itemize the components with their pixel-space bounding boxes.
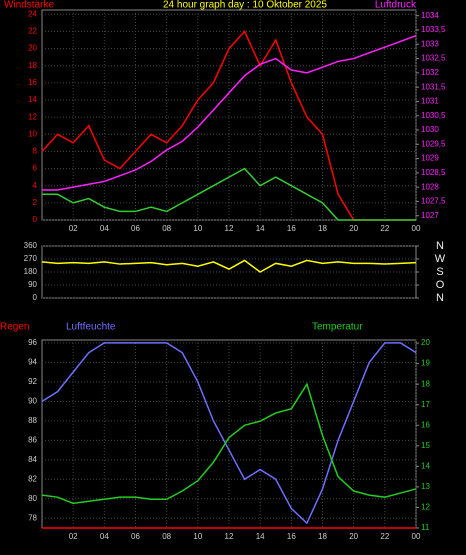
y2-tick-label: 14 xyxy=(421,461,430,470)
y-tick-label: 2 xyxy=(33,198,38,207)
y-tick-label: 270 xyxy=(24,254,38,263)
x-tick-label: 00 xyxy=(412,532,421,541)
y2-tick-label: 1028 xyxy=(421,182,439,191)
x-tick-label: 12 xyxy=(225,532,234,541)
y2-tick-label: 1031 xyxy=(421,97,439,106)
y-tick-label: 360 xyxy=(24,241,38,250)
y2-tick-label: 1030 xyxy=(421,125,439,134)
y-tick-label: 84 xyxy=(28,455,37,464)
x-tick-label: 06 xyxy=(131,224,140,233)
x-tick-label: 16 xyxy=(287,224,296,233)
x-tick-label: 02 xyxy=(69,224,78,233)
y3-label: Regen xyxy=(0,322,29,333)
y-tick-label: 18 xyxy=(28,61,37,70)
y-tick-label: 78 xyxy=(28,513,37,522)
y2-tick-label: 1029 xyxy=(421,154,439,163)
y2-tick-label: 11 xyxy=(421,523,430,532)
y2-tick-label: 1030,5 xyxy=(421,111,446,120)
y-tick-label: 94 xyxy=(28,358,37,367)
y-tick-label: 86 xyxy=(28,435,37,444)
y2-tick-label: 1027,5 xyxy=(421,197,446,206)
y-tick-label: 180 xyxy=(24,267,38,276)
y2-tick-label: 13 xyxy=(421,482,430,491)
y-tick-label: 16 xyxy=(28,78,37,87)
y2-tick-label: 16 xyxy=(421,420,430,429)
x-tick-label: 18 xyxy=(318,532,327,541)
y-tick-label: 22 xyxy=(28,27,37,36)
x-tick-label: 22 xyxy=(380,532,389,541)
y-tick-label: 20 xyxy=(28,44,37,53)
series-line xyxy=(41,382,417,505)
x-tick-label: 22 xyxy=(380,224,389,233)
y2-tick-label: 1033 xyxy=(421,39,439,48)
y-tick-label: 96 xyxy=(28,338,37,347)
x-tick-label: 20 xyxy=(349,224,358,233)
y-label: Windstärke xyxy=(4,0,54,11)
y2-tick-label: 1034 xyxy=(421,11,439,20)
y-tick-label: 0 xyxy=(33,293,38,302)
y2-tick-label: 12 xyxy=(421,503,430,512)
x-tick-label: 20 xyxy=(349,532,358,541)
y-tick-label: 10 xyxy=(28,129,37,138)
y2-tick-label: 1031,5 xyxy=(421,82,446,91)
y2-tick-label: W xyxy=(435,253,446,265)
y-tick-label: 92 xyxy=(28,377,37,386)
y2-tick-label: N xyxy=(436,292,444,304)
y2-tick-label: 1029,5 xyxy=(421,139,446,148)
y-tick-label: 80 xyxy=(28,494,37,503)
x-tick-label: 08 xyxy=(162,224,171,233)
series-line xyxy=(41,342,417,525)
y2-tick-label: O xyxy=(436,279,445,291)
series-line xyxy=(41,30,416,221)
x-tick-label: 12 xyxy=(225,224,234,233)
x-tick-label: 08 xyxy=(162,532,171,541)
y2-label: Temperatur xyxy=(312,322,363,333)
series-line xyxy=(41,259,417,273)
y-tick-label: 6 xyxy=(33,164,38,173)
y-tick-label: 4 xyxy=(33,181,38,190)
y-tick-label: 90 xyxy=(28,280,37,289)
y-tick-label: 14 xyxy=(28,95,37,104)
y2-tick-label: 1032 xyxy=(421,68,439,77)
y-tick-label: 12 xyxy=(28,112,37,121)
x-tick-label: 14 xyxy=(256,224,265,233)
y-label: Luftfeuchte xyxy=(66,322,116,333)
y-tick-label: 24 xyxy=(28,9,37,18)
y2-tick-label: S xyxy=(436,266,443,278)
y2-tick-label: 18 xyxy=(421,379,430,388)
x-tick-label: 00 xyxy=(412,224,421,233)
x-tick-label: 18 xyxy=(318,224,327,233)
chart-title: 24 hour graph day : 10 Oktober 2025 xyxy=(163,0,327,11)
y2-tick-label: 15 xyxy=(421,441,430,450)
x-tick-label: 02 xyxy=(69,532,78,541)
x-tick-label: 10 xyxy=(193,532,202,541)
y2-tick-label: 20 xyxy=(421,338,430,347)
x-tick-label: 16 xyxy=(287,532,296,541)
y-tick-label: 88 xyxy=(28,416,37,425)
x-tick-label: 14 xyxy=(256,532,265,541)
y2-tick-label: 1028,5 xyxy=(421,168,446,177)
y2-tick-label: N xyxy=(436,240,444,252)
y-tick-label: 0 xyxy=(33,215,38,224)
x-tick-label: 04 xyxy=(100,224,109,233)
y-tick-label: 90 xyxy=(28,396,37,405)
x-tick-label: 10 xyxy=(193,224,202,233)
y2-tick-label: 19 xyxy=(421,359,430,368)
y2-tick-label: 17 xyxy=(421,400,430,409)
series-line xyxy=(42,35,417,191)
series-line xyxy=(42,167,416,221)
y2-tick-label: 1032,5 xyxy=(421,54,446,63)
x-tick-label: 04 xyxy=(100,532,109,541)
y2-tick-label: 1027 xyxy=(421,211,439,220)
y-tick-label: 82 xyxy=(28,474,37,483)
y-tick-label: 8 xyxy=(33,147,38,156)
y2-tick-label: 1033,5 xyxy=(421,25,446,34)
x-tick-label: 06 xyxy=(131,532,140,541)
y2-label: Luftdruck xyxy=(375,0,417,11)
